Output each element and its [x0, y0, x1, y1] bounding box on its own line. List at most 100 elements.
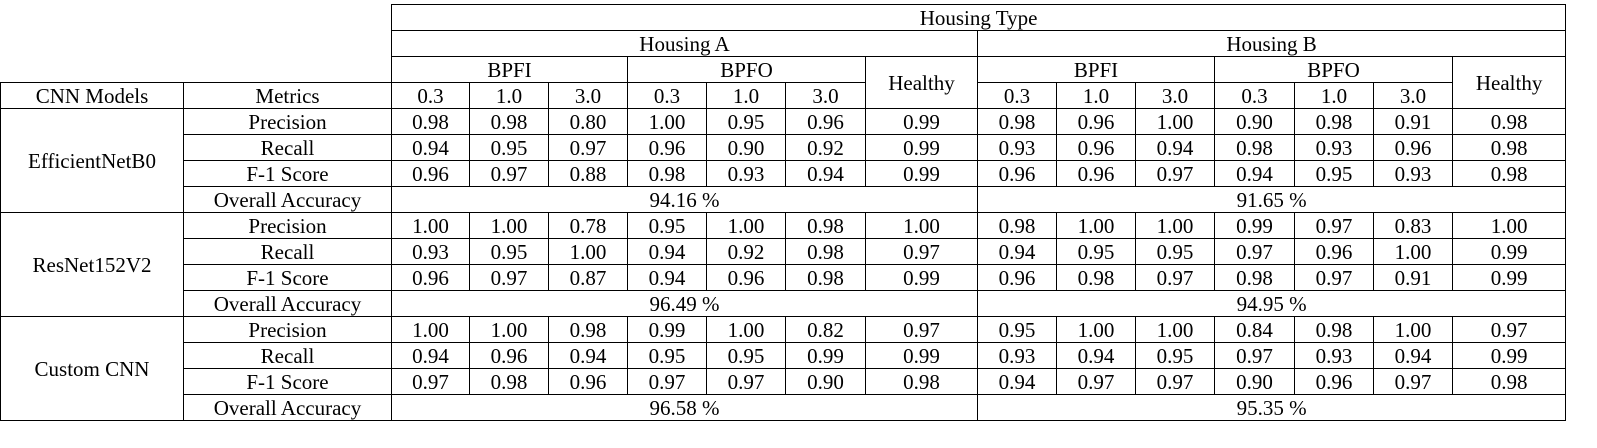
value-cell-housing-a: 0.82: [785, 316, 866, 343]
value-cell-housing-a: 0.96: [627, 134, 707, 161]
value-cell-housing-b: 0.97: [1135, 264, 1215, 291]
value-cell-housing-b: 0.90: [1214, 108, 1295, 135]
value-cell-housing-b: 0.99: [1451, 264, 1567, 291]
value-cell-housing-b: 0.98: [1451, 160, 1567, 187]
value-cell-housing-a: 1.00: [548, 238, 628, 265]
value-cell-housing-a: 0.96: [785, 108, 866, 135]
value-cell-housing-a: 0.95: [627, 342, 707, 369]
overall-accuracy-label: Overall Accuracy: [183, 186, 392, 213]
value-cell-housing-a: 0.95: [706, 108, 786, 135]
metric-label-cell: Recall: [183, 134, 392, 161]
value-cell-housing-b: 0.99: [1214, 212, 1295, 239]
value-cell-housing-b: 0.94: [1135, 134, 1215, 161]
value-cell-housing-a: 0.96: [391, 160, 470, 187]
value-cell-housing-a: 0.90: [706, 134, 786, 161]
overall-accuracy-housing-a: 94.16 %: [391, 186, 978, 213]
value-cell-housing-a: 0.95: [469, 238, 549, 265]
value-cell-housing-a: 1.00: [865, 212, 978, 239]
metric-label-cell: F-1 Score: [183, 160, 392, 187]
value-cell-housing-b: 0.95: [1056, 238, 1136, 265]
value-cell-housing-b: 0.96: [1056, 160, 1136, 187]
value-cell-housing-b: 0.96: [1373, 134, 1453, 161]
value-cell-housing-b: 0.97: [1056, 368, 1136, 395]
value-cell-housing-b: 0.96: [1056, 134, 1136, 161]
level-header: 0.3: [1214, 82, 1295, 109]
table-row: Custom CNN Precision 1.00 1.00 0.98 0.99 1.00 0…: [0, 316, 1567, 421]
overall-accuracy-housing-a: 96.58 %: [391, 394, 978, 421]
value-cell-housing-b: 0.95: [1135, 342, 1215, 369]
value-cell-housing-a: 1.00: [391, 316, 470, 343]
value-cell-housing-b: 0.98: [1294, 108, 1374, 135]
value-cell-housing-b: 0.93: [977, 134, 1057, 161]
header-row-housing-type: Housing Type: [1, 4, 1567, 31]
value-cell-housing-b: 0.98: [1214, 134, 1295, 161]
value-cell-housing-b: 0.94: [977, 368, 1057, 395]
value-cell-housing-b: 0.98: [977, 212, 1057, 239]
value-cell-housing-a: 0.93: [391, 238, 470, 265]
value-cell-housing-a: 1.00: [469, 316, 549, 343]
value-cell-housing-b: 0.96: [1056, 108, 1136, 135]
value-cell-housing-a: 0.94: [785, 160, 866, 187]
value-cell-housing-b: 0.97: [1294, 212, 1374, 239]
value-cell-housing-b: 1.00: [1056, 316, 1136, 343]
results-table: Housing Type Housing A Housing B BPFI BP…: [0, 4, 1567, 421]
overall-accuracy-row: Overall Accuracy 94.16 % 91.65 %: [1, 186, 1567, 213]
metric-label-cell: Precision: [183, 108, 392, 135]
value-cell-housing-a: 0.96: [706, 264, 786, 291]
value-cell-housing-a: 0.97: [469, 264, 549, 291]
level-header: 1.0: [706, 82, 786, 109]
value-cell-housing-b: 0.91: [1373, 264, 1453, 291]
value-cell-housing-b: 0.83: [1373, 212, 1453, 239]
blank-corner: [1, 5, 392, 31]
bpfi-header-a: BPFI: [391, 56, 628, 83]
housing-b-header: Housing B: [976, 30, 1567, 57]
metrics-header: Metrics: [183, 82, 392, 109]
value-cell-housing-a: 0.97: [627, 368, 707, 395]
level-header: 0.3: [627, 82, 707, 109]
value-cell-housing-b: 0.93: [1294, 342, 1374, 369]
value-cell-housing-a: 0.98: [469, 368, 549, 395]
value-cell-housing-b: 1.00: [1056, 212, 1136, 239]
value-cell-housing-a: 0.98: [785, 212, 866, 239]
value-cell-housing-b: 0.97: [1451, 316, 1567, 343]
value-cell-housing-b: 0.94: [1373, 342, 1453, 369]
overall-accuracy-label: Overall Accuracy: [183, 290, 392, 317]
value-cell-housing-a: 0.97: [391, 368, 470, 395]
results-table-container: Housing Type Housing A Housing B BPFI BP…: [0, 4, 1567, 421]
value-cell-housing-a: 0.98: [865, 368, 978, 395]
overall-accuracy-row: Overall Accuracy 96.49 % 94.95 %: [1, 290, 1567, 317]
value-cell-housing-a: 1.00: [627, 108, 707, 135]
value-cell-housing-a: 0.97: [469, 160, 549, 187]
table-row: F-1 Score 0.96 0.97 0.87 0.94 0.96 0.98 0.99 0.9…: [1, 264, 1567, 291]
housing-a-header: Housing A: [391, 30, 978, 57]
value-cell-housing-a: 0.87: [548, 264, 628, 291]
value-cell-housing-a: 0.95: [627, 212, 707, 239]
value-cell-housing-b: 0.96: [1294, 238, 1374, 265]
level-header: 0.3: [391, 82, 470, 109]
value-cell-housing-b: 1.00: [1135, 316, 1215, 343]
metric-label-cell: F-1 Score: [183, 264, 392, 291]
value-cell-housing-b: 0.98: [1451, 368, 1567, 395]
value-cell-housing-b: 1.00: [1135, 212, 1215, 239]
value-cell-housing-b: 1.00: [1135, 108, 1215, 135]
header-row-levels: CNN Models Metrics 0.3 1.0 3.0 0.3 1.0 3…: [0, 82, 1566, 109]
value-cell-housing-b: 0.94: [977, 238, 1057, 265]
value-cell-housing-b: 0.97: [1214, 342, 1295, 369]
model-name-cell: EfficientNetB0: [0, 108, 184, 213]
value-cell-housing-a: 0.92: [706, 238, 786, 265]
bpfi-header-b: BPFI: [977, 56, 1215, 83]
value-cell-housing-a: 0.99: [785, 342, 866, 369]
value-cell-housing-a: 0.94: [391, 342, 470, 369]
header-row-housing: Housing A Housing B: [1, 30, 1567, 57]
value-cell-housing-b: 0.99: [1451, 238, 1567, 265]
value-cell-housing-b: 0.98: [977, 108, 1057, 135]
value-cell-housing-a: 0.98: [391, 108, 470, 135]
value-cell-housing-b: 0.97: [1214, 238, 1295, 265]
value-cell-housing-a: 0.80: [548, 108, 628, 135]
value-cell-housing-a: 1.00: [706, 212, 786, 239]
value-cell-housing-a: 0.92: [785, 134, 866, 161]
value-cell-housing-a: 0.98: [785, 238, 866, 265]
value-cell-housing-a: 0.94: [627, 238, 707, 265]
value-cell-housing-b: 0.96: [1294, 368, 1374, 395]
value-cell-housing-b: 0.97: [1135, 160, 1215, 187]
